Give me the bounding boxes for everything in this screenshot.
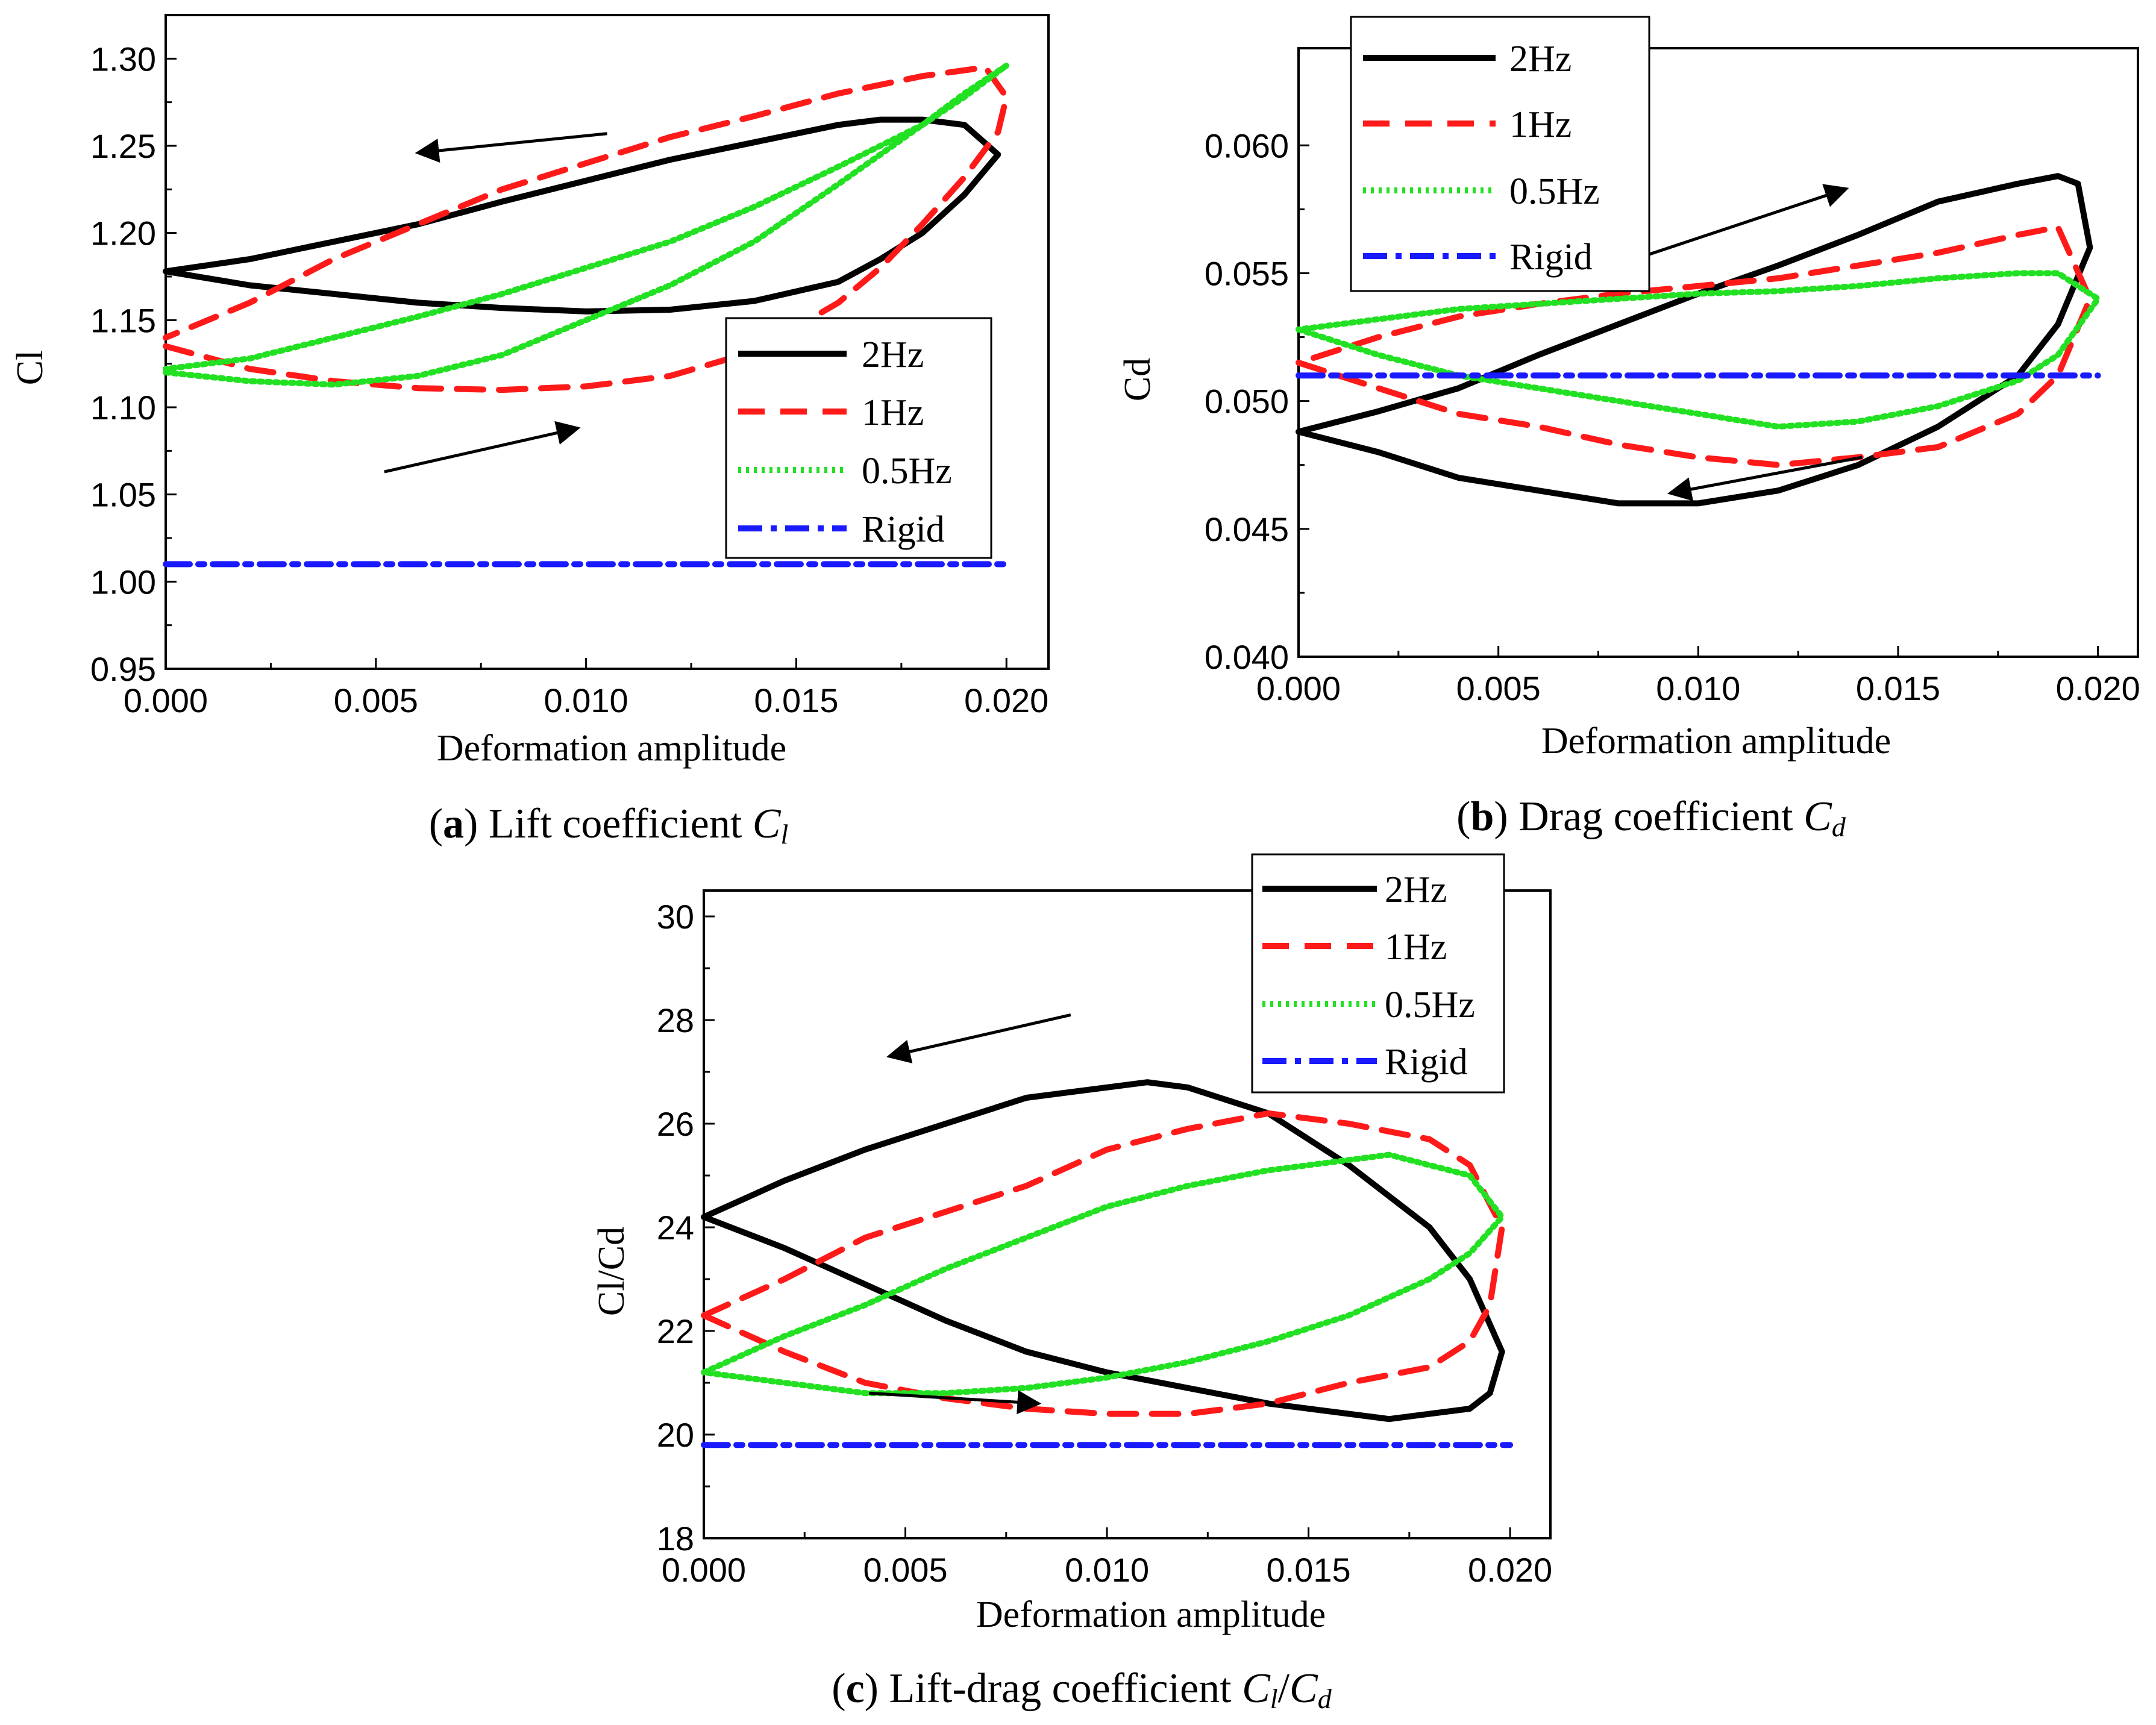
panel-c-legend: 2Hz 1Hz 0.5Hz Rigid — [1251, 853, 1505, 1094]
direction-arrow — [384, 421, 581, 474]
y-tick-label: 1.05 — [90, 476, 156, 514]
panel-b-ticks: 0.000 0.005 0.010 0.015 0.020 0.040 0.045 0.050… — [1205, 127, 2140, 707]
series-2Hz-line — [163, 116, 1001, 315]
series-1Hz-line — [1296, 224, 2093, 468]
direction-arrow — [1667, 456, 1863, 501]
direction-arrow — [869, 1390, 1042, 1415]
panel-b-xlabel: Deformation amplitude — [1541, 721, 1891, 762]
panel-b-legend-label-0.5Hz: 0.5Hz — [1509, 171, 1600, 212]
x-tick-label: 0.000 — [1256, 669, 1341, 707]
x-tick-label: 0.010 — [1065, 1551, 1149, 1589]
series-0_5Hz-line — [163, 62, 1010, 388]
y-tick-label: 1.10 — [90, 389, 156, 427]
panel-b-series — [1296, 173, 2101, 507]
y-tick-label: 22 — [657, 1312, 694, 1350]
panel-c-ylabel: Cl/Cd — [591, 1227, 632, 1316]
panel-b-legend-label-1Hz: 1Hz — [1509, 104, 1572, 145]
y-tick-label: 30 — [657, 898, 694, 936]
panel-b-arrows — [1646, 184, 1863, 501]
direction-arrow — [1646, 184, 1849, 257]
x-tick-label: 0.010 — [1656, 669, 1740, 707]
series-0_5Hz-line — [1296, 270, 2101, 430]
y-tick-label: 0.040 — [1205, 638, 1289, 676]
panel-c-xlabel: Deformation amplitude — [976, 1594, 1326, 1635]
panel-a-arrows — [384, 132, 607, 474]
panel-a-ylabel: Cl — [10, 350, 51, 386]
panel-c-legend-label-0.5Hz: 0.5Hz — [1385, 985, 1475, 1025]
y-tick-label: 20 — [657, 1416, 694, 1454]
x-tick-label: 0.020 — [964, 681, 1048, 719]
y-tick-label: 26 — [657, 1105, 694, 1143]
direction-arrow — [886, 1013, 1071, 1063]
panel-a-legend-label-Rigid: Rigid — [862, 509, 945, 550]
direction-arrow — [415, 132, 607, 163]
y-tick-label: 1.00 — [90, 563, 156, 601]
panel-b-ylabel: Cd — [1117, 358, 1158, 401]
y-tick-label: 24 — [657, 1209, 694, 1247]
y-tick-label: 0.060 — [1205, 127, 1289, 164]
series-0_5Hz-line — [701, 1151, 1505, 1397]
y-tick-label: 1.25 — [90, 127, 156, 165]
x-tick-label: 0.000 — [662, 1551, 746, 1589]
panel-b-legend: 2Hz 1Hz 0.5Hz Rigid — [1350, 16, 1650, 292]
y-tick-label: 0.050 — [1205, 383, 1289, 421]
x-tick-label: 0.015 — [1267, 1551, 1351, 1589]
x-tick-label: 0.020 — [2056, 669, 2140, 707]
panel-b-legend-label-2Hz: 2Hz — [1509, 39, 1572, 80]
panel-a-ticks: 0.000 0.005 0.010 0.015 0.020 0.95 1.00 1.05 1.1… — [90, 40, 1048, 719]
x-tick-label: 0.005 — [1456, 669, 1541, 707]
series-1Hz-line — [163, 64, 1010, 393]
y-tick-label: 28 — [657, 1001, 694, 1039]
x-tick-label: 0.005 — [863, 1551, 947, 1589]
series-1Hz-line — [701, 1110, 1505, 1417]
panel-b-legend-box — [1350, 16, 1650, 292]
panel-c-caption: (c) Lift-drag coefficient Cl/Cd — [832, 1665, 1332, 1714]
panel-c-arrows — [869, 1013, 1071, 1415]
panel-b-plot-frame — [1297, 47, 2139, 658]
panel-a-legend-label-0.5Hz: 0.5Hz — [862, 451, 952, 492]
series-2Hz-line — [701, 1079, 1505, 1423]
y-tick-label: 0.055 — [1205, 254, 1289, 292]
x-tick-label: 0.015 — [754, 681, 838, 719]
y-tick-label: 18 — [657, 1520, 694, 1558]
panel-c-legend-label-1Hz: 1Hz — [1385, 927, 1447, 968]
x-tick-label: 0.000 — [124, 681, 208, 719]
x-tick-label: 0.010 — [544, 681, 628, 719]
panel-a-plot-frame — [165, 14, 1050, 670]
panel-a-series — [163, 62, 1010, 568]
panel-a-legend-label-1Hz: 1Hz — [862, 392, 924, 433]
x-tick-label: 0.020 — [1468, 1551, 1552, 1589]
panel-c-lift-drag-coefficient: 0.000 0.005 0.010 0.015 0.02018202224262830 … — [591, 853, 1552, 1714]
panel-c-legend-label-Rigid: Rigid — [1385, 1042, 1468, 1083]
panel-c-legend-label-2Hz: 2Hz — [1385, 869, 1447, 910]
x-tick-label: 0.015 — [1856, 669, 1940, 707]
panel-c-ticks: 0.000 0.005 0.010 0.015 0.020 18 20 22 24 26 28 30 — [657, 898, 1552, 1589]
panel-c-series — [701, 1079, 1514, 1448]
y-tick-label: 1.15 — [90, 301, 156, 339]
y-tick-label: 1.20 — [90, 214, 156, 252]
y-tick-label: 0.045 — [1205, 510, 1289, 548]
y-tick-label: 0.95 — [90, 650, 156, 688]
panel-a-lift-coefficient: 0.000 0.005 0.010 0.015 0.020 0.95 1.00 1.05 1.1… — [10, 14, 1050, 850]
panel-a-legend: 2Hz 1Hz 0.5Hz Rigid — [725, 317, 992, 559]
panel-a-legend-box — [725, 317, 992, 559]
panel-a-legend-label-2Hz: 2Hz — [862, 334, 924, 375]
series-2Hz-line — [1296, 173, 2093, 507]
panel-b-caption: (b) Drag coefficient Cd — [1456, 794, 1846, 842]
panel-b-drag-coefficient: 0.000 0.005 0.010 0.015 0.020 0.040 0.045 0.050… — [1117, 16, 2140, 842]
panel-c-legend-box — [1251, 853, 1505, 1094]
x-tick-label: 0.005 — [334, 681, 418, 719]
y-tick-label: 1.30 — [90, 40, 156, 78]
panel-a-caption: (a) Lift coefficient Cl — [429, 801, 789, 850]
panel-a-xlabel: Deformation amplitude — [437, 728, 786, 769]
panel-b-legend-label-Rigid: Rigid — [1509, 237, 1593, 278]
